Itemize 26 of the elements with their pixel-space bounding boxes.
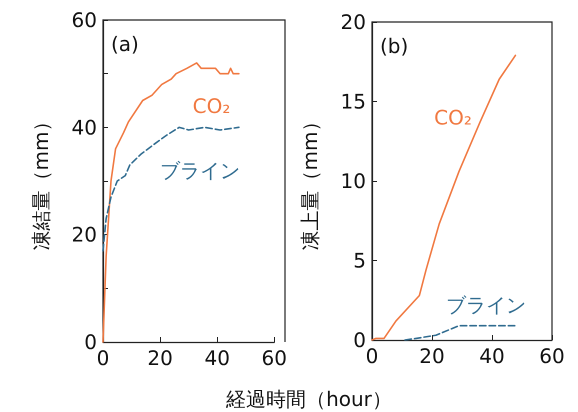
x-axis-title: 経過時間（hour）: [225, 386, 393, 412]
y-axis-title: 凍上量（mm）: [298, 112, 322, 250]
line-series: [102, 62, 240, 343]
annotation: (a): [111, 32, 139, 56]
annotation: (b): [380, 34, 408, 58]
y-tick-label: 60: [72, 8, 97, 32]
x-tick-label: 60: [262, 346, 287, 370]
y-tick-label: 15: [340, 90, 366, 114]
x-tick-label: 40: [479, 344, 505, 368]
line-series: [404, 324, 517, 341]
x-tick-label: 20: [419, 344, 445, 368]
y-axis-title: 凍結量（mm）: [29, 112, 53, 250]
series-label: ブライン: [446, 293, 526, 318]
y-tick-label: 10: [340, 169, 366, 193]
y-tick-label: 5: [353, 248, 366, 272]
series-label: CO₂: [434, 105, 472, 130]
y-tick-label: 20: [340, 10, 366, 34]
y-tick-label: 20: [72, 222, 97, 247]
series-label: ブライン: [160, 158, 240, 182]
y-tick-label: 40: [72, 115, 97, 140]
x-tick-label: 60: [539, 344, 565, 368]
series-label: CO₂: [192, 94, 230, 118]
y-tick-label: 0: [353, 328, 366, 352]
line-series: [102, 126, 240, 252]
x-tick-label: 40: [204, 346, 230, 370]
x-tick-label: 20: [147, 346, 173, 370]
